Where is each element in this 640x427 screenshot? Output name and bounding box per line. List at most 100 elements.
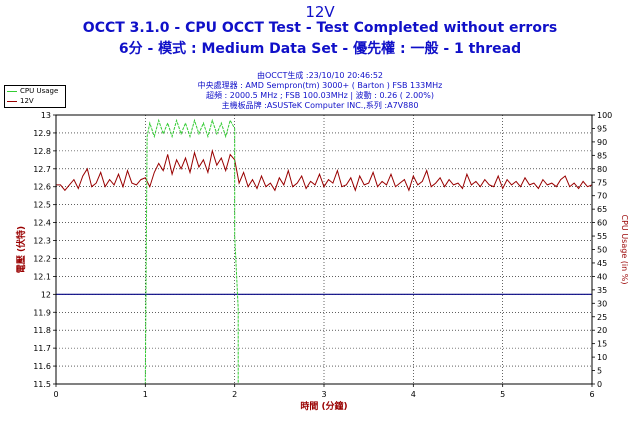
y2-tick-label: 75 xyxy=(597,178,607,187)
series-cpu-usage-point xyxy=(212,120,213,121)
series-12v-point xyxy=(466,173,468,175)
series-12v-point xyxy=(162,170,164,171)
series-12v-point xyxy=(408,190,410,191)
series-12v-point xyxy=(404,179,405,180)
series-12v-point xyxy=(337,170,338,171)
y-tick-label: 12.8 xyxy=(33,147,51,156)
series-12v-point xyxy=(296,182,298,184)
series-12v-point xyxy=(301,175,302,177)
series-cpu-usage-point xyxy=(171,136,173,137)
series-cpu-usage-point xyxy=(149,122,151,124)
y-tick-label: 12.3 xyxy=(33,237,51,246)
series-12v-point xyxy=(444,186,445,188)
series-12v-point xyxy=(448,179,450,180)
series-cpu-usage-point xyxy=(237,308,239,309)
series-12v-point xyxy=(484,179,486,180)
series-12v-point xyxy=(515,181,517,182)
series-12v-point xyxy=(480,186,481,188)
series-cpu-usage-point xyxy=(146,136,148,137)
series-cpu-usage-point xyxy=(225,136,227,137)
series-12v-point xyxy=(104,186,106,188)
series-12v-point xyxy=(506,179,508,180)
series-12v-point xyxy=(511,184,512,186)
series-12v-point xyxy=(390,173,392,175)
y2-tick-label: 35 xyxy=(597,286,607,295)
series-12v-point xyxy=(189,172,191,173)
series-12v-point xyxy=(136,184,137,186)
x-axis-label: 時間 (分鐘) xyxy=(300,400,347,412)
series-12v-point xyxy=(113,184,115,186)
series-12v-point xyxy=(270,182,271,184)
series-12v-point xyxy=(377,186,378,188)
series-cpu-usage-point xyxy=(198,133,200,135)
y-tick-label: 12.5 xyxy=(33,201,51,210)
y2-tick-label: 20 xyxy=(597,326,607,335)
series-12v-point xyxy=(426,170,428,171)
series-12v-point xyxy=(158,163,160,164)
info-generated: 由OCCT生成 :23/10/10 20:46:52 xyxy=(257,71,383,80)
series-12v-point xyxy=(488,184,490,186)
y-tick-label: 11.7 xyxy=(33,344,51,353)
y2-tick-label: 85 xyxy=(597,151,607,160)
series-12v-point xyxy=(225,170,227,171)
series-12v-point xyxy=(149,186,151,188)
series-cpu-usage-point xyxy=(153,136,155,137)
series-12v-point xyxy=(176,159,177,161)
plot-frame xyxy=(55,114,593,385)
series-cpu-usage-point xyxy=(216,133,218,135)
series-12v-point xyxy=(564,175,566,177)
y-tick-label: 11.8 xyxy=(33,326,51,335)
series-12v-point xyxy=(328,179,329,180)
x-tick-label: 4 xyxy=(411,390,416,399)
y2-tick-label: 0 xyxy=(597,380,602,389)
series-12v-point xyxy=(252,179,253,180)
series-12v-point xyxy=(399,182,401,184)
y-tick-label: 12.6 xyxy=(33,183,51,192)
series-cpu-usage-point xyxy=(176,120,177,121)
y2-tick-label: 25 xyxy=(597,313,607,322)
y2-tick-label: 40 xyxy=(597,272,607,281)
series-12v-point xyxy=(118,173,119,175)
series-12v-point xyxy=(279,177,280,179)
series-12v-point xyxy=(435,182,436,184)
info-cpu: 中央處理器 : AMD Sempron(tm) 3000+ ( Barton )… xyxy=(197,81,443,90)
series-12v-point xyxy=(582,181,584,182)
y2-tick-label: 30 xyxy=(597,299,607,308)
series-12v-point xyxy=(60,184,61,186)
series-cpu-usage-point xyxy=(234,235,235,237)
series-cpu-usage-point xyxy=(203,122,204,124)
series-12v-point xyxy=(542,179,544,180)
legend-label-12v: 12V xyxy=(20,97,34,105)
series-12v-point xyxy=(547,184,548,186)
series-12v-point xyxy=(555,186,557,188)
series-cpu-usage-point xyxy=(220,122,222,124)
series-12v-point xyxy=(198,166,200,168)
series-12v-point xyxy=(386,184,387,186)
y2-tick-label: 50 xyxy=(597,246,607,255)
series-12v-point xyxy=(497,175,499,177)
series-12v-point xyxy=(457,182,459,184)
series-12v-point xyxy=(100,172,101,173)
y2-tick-label: 100 xyxy=(597,111,612,120)
series-12v-point xyxy=(368,182,369,184)
legend-item-12v: 12V xyxy=(7,97,65,106)
series-12v-point xyxy=(180,168,182,170)
series-12v-point xyxy=(274,190,276,191)
y2-tick-label: 55 xyxy=(597,232,607,241)
series-12v-point xyxy=(573,182,575,184)
y2-tick-label: 70 xyxy=(597,192,607,201)
series-12v-point xyxy=(194,152,195,153)
series-12v-point xyxy=(69,184,70,186)
series-12v-point xyxy=(64,190,66,191)
legend: CPU Usage 12V xyxy=(4,85,66,108)
series-12v-point xyxy=(256,188,258,189)
series-12v-point xyxy=(185,157,186,159)
series-12v-point xyxy=(538,188,539,189)
legend-swatch-cpu-usage xyxy=(7,91,17,92)
x-tick-label: 0 xyxy=(53,390,58,399)
series-cpu-usage-point xyxy=(167,122,168,124)
y-tick-label: 12.9 xyxy=(33,129,51,138)
series-12v-point xyxy=(533,182,535,184)
y-tick-label: 12.7 xyxy=(33,165,51,174)
series-12v-point xyxy=(207,172,209,173)
